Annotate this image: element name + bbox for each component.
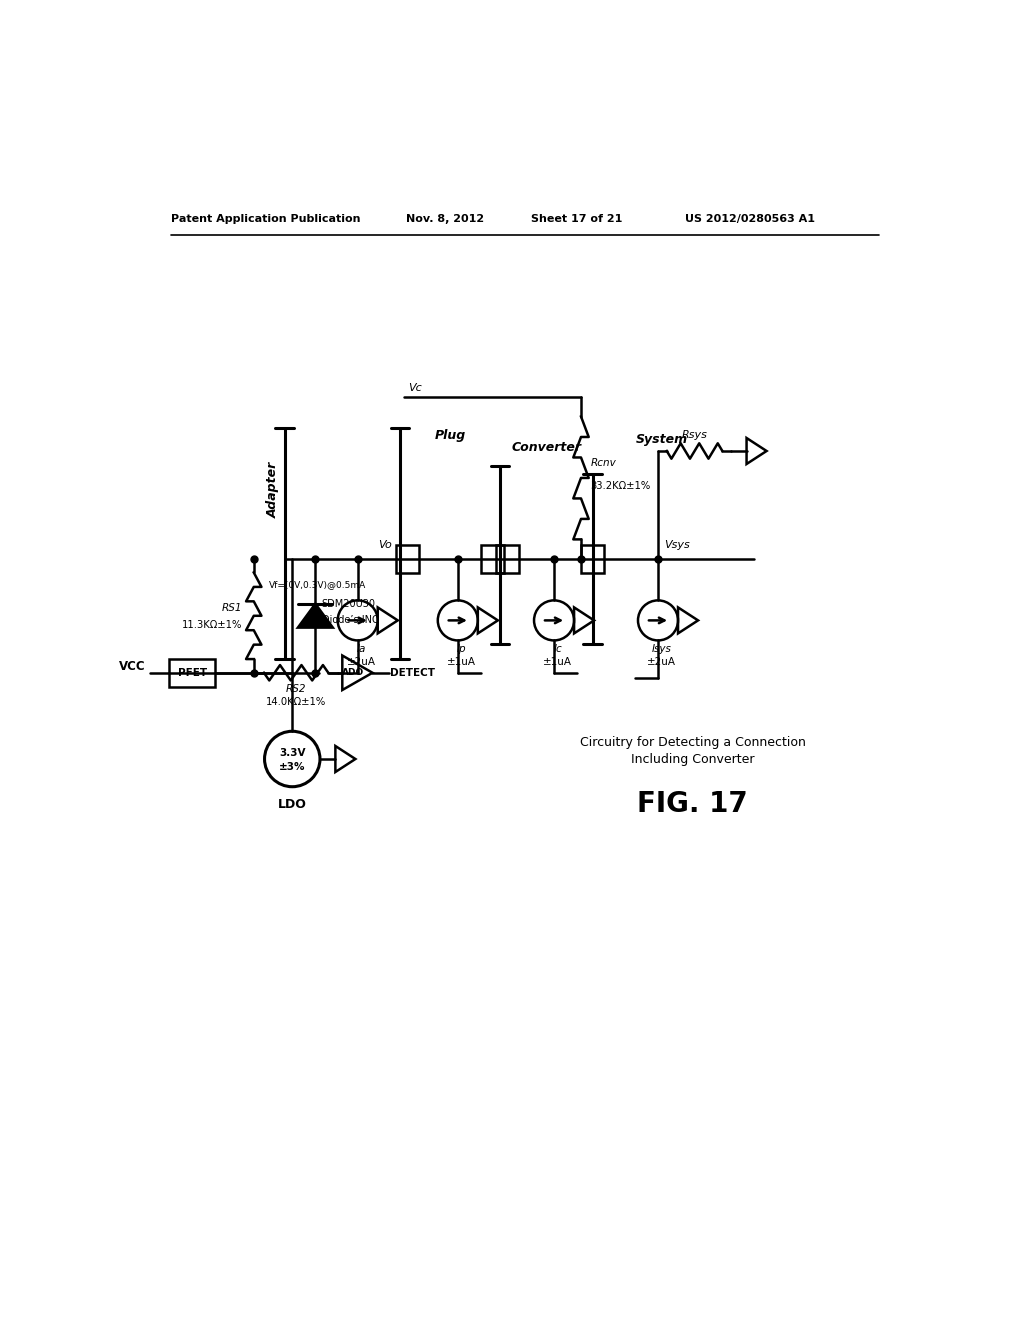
Text: Sheet 17 of 21: Sheet 17 of 21 (531, 214, 623, 224)
Text: FIG. 17: FIG. 17 (637, 789, 749, 818)
Text: Vo: Vo (379, 540, 392, 549)
Bar (481, 545, 504, 573)
Text: LDO: LDO (278, 797, 307, 810)
Bar (581, 545, 604, 573)
Text: Patent Application Publication: Patent Application Publication (171, 214, 360, 224)
Text: ±1uA: ±1uA (544, 657, 572, 668)
Text: DETECT: DETECT (390, 668, 435, 677)
Text: ±1uA: ±1uA (447, 657, 476, 668)
Text: 33.2KΩ±1%: 33.2KΩ±1% (590, 480, 650, 491)
Bar (169, 659, 215, 686)
Text: RS2: RS2 (286, 684, 306, 693)
Text: Vf=(0V,0.3V)@0.5mA: Vf=(0V,0.3V)@0.5mA (269, 581, 367, 590)
Text: VCC: VCC (120, 660, 146, 673)
Text: RS1: RS1 (222, 603, 243, 612)
Text: Rsys: Rsys (682, 430, 708, 441)
Text: Vsys: Vsys (665, 540, 690, 549)
Text: Circuitry for Detecting a Connection: Circuitry for Detecting a Connection (580, 737, 806, 748)
Text: ±3%: ±3% (279, 762, 305, 772)
Text: Ia: Ia (357, 644, 367, 653)
Polygon shape (298, 605, 333, 627)
Text: ±2uA: ±2uA (647, 657, 677, 668)
Text: PFET: PFET (177, 668, 207, 677)
Text: Diode’s INC: Diode’s INC (322, 615, 378, 624)
Text: SDM20U30: SDM20U30 (322, 599, 376, 610)
Text: Including Converter: Including Converter (631, 752, 755, 766)
Text: Converter: Converter (511, 441, 582, 454)
Bar (497, 545, 519, 573)
Text: 14.0KΩ±1%: 14.0KΩ±1% (266, 697, 327, 708)
Text: Vc: Vc (408, 383, 422, 393)
Text: Plug: Plug (434, 429, 466, 442)
Text: Rcnv: Rcnv (590, 458, 616, 467)
Bar (396, 545, 419, 573)
Text: ADO: ADO (342, 668, 365, 677)
Text: Isys: Isys (652, 644, 672, 653)
Text: System: System (636, 433, 688, 446)
Text: US 2012/0280563 A1: US 2012/0280563 A1 (685, 214, 815, 224)
Text: Ip: Ip (457, 644, 467, 653)
Text: Nov. 8, 2012: Nov. 8, 2012 (407, 214, 484, 224)
Text: Ic: Ic (554, 644, 562, 653)
Text: 11.3KΩ±1%: 11.3KΩ±1% (182, 620, 243, 630)
Text: Adapter: Adapter (266, 462, 280, 517)
Text: ±2uA: ±2uA (347, 657, 376, 668)
Text: 3.3V: 3.3V (279, 748, 305, 758)
